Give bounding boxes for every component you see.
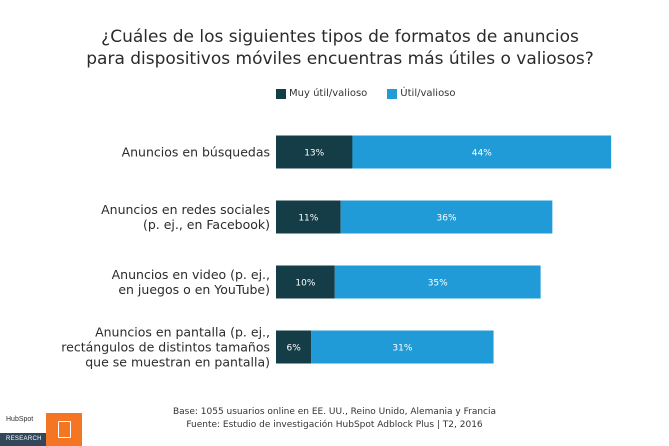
bar-muy-util <box>276 265 335 299</box>
legend-label-muy-util: Muy útil/valioso <box>289 88 368 99</box>
legend-item-util: Útil/valioso <box>387 88 456 99</box>
bar-muy-util <box>276 200 341 234</box>
bar-util <box>352 135 612 169</box>
logo-document-icon <box>46 413 82 446</box>
footer-source: Fuente: Estudio de investigación HubSpot… <box>186 420 483 430</box>
bar-util <box>334 265 541 299</box>
data-label: 35% <box>428 279 448 289</box>
data-label: 10% <box>295 279 315 289</box>
legend-swatch-util <box>387 88 398 99</box>
chart-legend: Muy útil/valioso Útil/valioso <box>276 88 476 99</box>
bar-util <box>311 330 494 364</box>
logo-brand: HubSpot <box>6 416 34 423</box>
category-label: Anuncios en búsquedas <box>122 145 270 160</box>
bar-chart: Anuncios en búsquedas 13% 44% Anuncios en r… <box>61 135 612 370</box>
category-label: Anuncios en redes sociales (p. ej., en Fa… <box>101 202 270 232</box>
data-label: 11% <box>298 214 318 224</box>
footer-base: Base: 1055 usuarios online en EE. UU., R… <box>172 407 497 417</box>
data-label: 31% <box>392 344 412 354</box>
legend-swatch-muy-util <box>276 88 286 99</box>
legend-item-muy-util: Muy útil/valioso <box>276 88 367 99</box>
logo-research-label: RESEARCH <box>6 436 42 442</box>
legend-label-util: Útil/valioso <box>400 88 456 99</box>
chart-footer: Base: 1055 usuarios online en EE. UU., R… <box>0 406 669 432</box>
chart-title-line2: para dispositivos móviles encuentras más… <box>86 49 594 69</box>
category-label: Anuncios en video (p. ej., en juegos o en… <box>112 267 270 297</box>
logo-research-bar: RESEARCH <box>0 433 46 446</box>
bar-muy-util <box>276 135 353 169</box>
data-label: 44% <box>472 149 492 159</box>
data-label: 36% <box>437 214 457 224</box>
bar-util <box>340 200 553 234</box>
bar-muy-util <box>276 330 312 364</box>
chart-title: ¿Cuáles de los siguientes tipos de forma… <box>40 26 640 70</box>
data-label: 13% <box>304 149 324 159</box>
data-label: 6% <box>286 344 301 354</box>
hubspot-research-logo: HubSpot RESEARCH <box>0 413 82 446</box>
chart-title-line1: ¿Cuáles de los siguientes tipos de forma… <box>101 27 579 47</box>
category-label: Anuncios en pantalla (p. ej., rectángulos… <box>61 325 270 370</box>
